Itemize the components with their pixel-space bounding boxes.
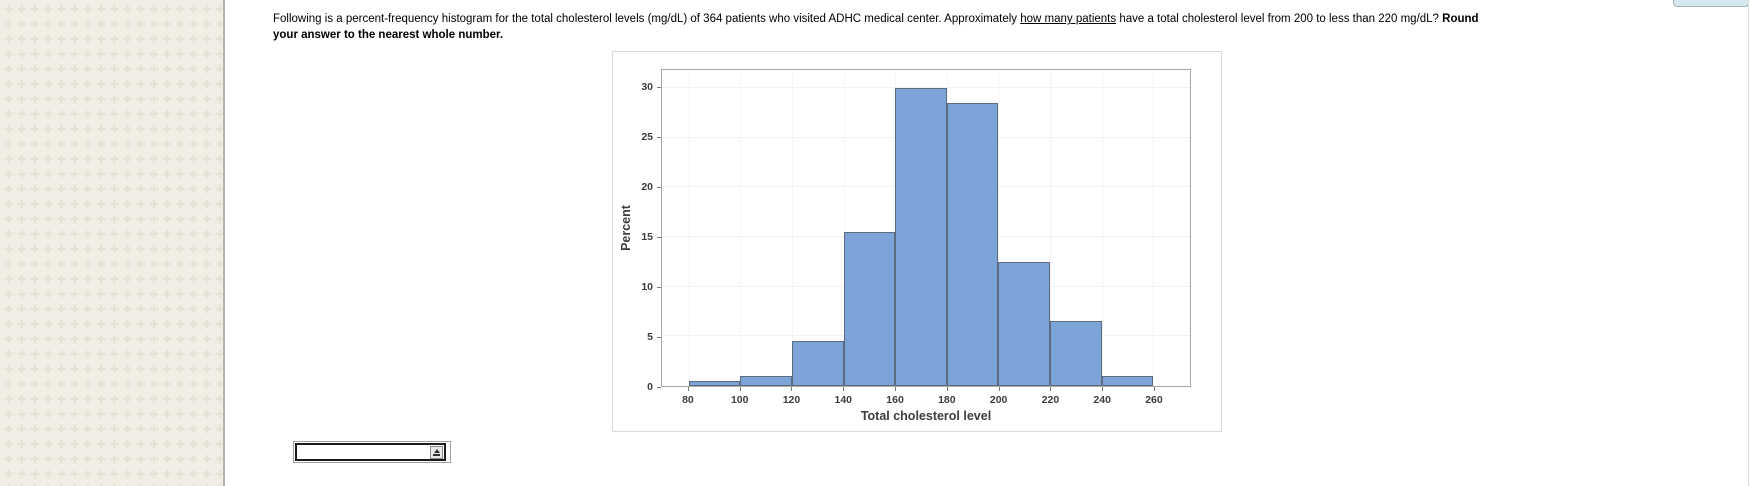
gridline-x xyxy=(1153,70,1155,386)
question-bold: Round your answer to the nearest whole n… xyxy=(273,13,1479,41)
histogram-bar xyxy=(946,102,999,386)
y-axis-title: Percent xyxy=(618,205,633,251)
x-tick-mark xyxy=(946,387,948,391)
gridline-y xyxy=(662,86,1190,88)
preview-button[interactable] xyxy=(430,445,443,459)
gridline-x xyxy=(843,70,845,386)
up-arrow-base xyxy=(433,453,440,456)
question-text: Following is a percent-frequency histogr… xyxy=(273,12,1503,43)
histogram-card: Percent Total cholesterol level 0 5 10 15 20… xyxy=(612,51,1222,432)
answer-box xyxy=(295,443,446,461)
plot-area xyxy=(661,69,1191,387)
histogram-bar xyxy=(792,341,844,386)
x-tick-label: 260 xyxy=(1145,394,1163,406)
up-arrow-icon xyxy=(433,448,440,453)
gridline-x xyxy=(740,70,742,386)
plus-pattern-background: ✚✚✚✚✚✚✚✚✚✚✚✚✚✚✚✚✚✚ ✚✚✚✚✚✚✚✚✚✚✚✚✚✚✚✚✚✚ ✚✚… xyxy=(4,3,225,486)
y-tick-mark xyxy=(657,137,661,138)
histogram-bar xyxy=(740,376,792,386)
x-tick-label: 160 xyxy=(886,394,904,406)
gridline-x xyxy=(688,70,690,386)
x-tick-mark xyxy=(998,387,1000,391)
right-edge-divider xyxy=(1748,0,1749,486)
x-tick-mark xyxy=(791,387,793,391)
y-tick-label: 25 xyxy=(641,131,653,143)
gridline-x xyxy=(998,70,1000,386)
plot: Percent Total cholesterol level 0 5 10 15 20… xyxy=(619,69,1191,423)
answer-input[interactable] xyxy=(297,445,430,459)
y-tick-mark xyxy=(657,187,661,188)
x-tick-label: 240 xyxy=(1093,394,1111,406)
y-tick-mark xyxy=(657,336,661,338)
question-part2: have a total cholesterol level from 200 … xyxy=(1116,13,1443,25)
question-underlined: how many patients xyxy=(1020,13,1117,25)
x-tick-label: 200 xyxy=(989,394,1008,406)
histogram-bar xyxy=(843,231,896,386)
x-tick-mark xyxy=(843,387,845,391)
gridline-x xyxy=(1101,70,1103,386)
histogram-bar xyxy=(1049,321,1102,386)
histogram-bar xyxy=(1101,376,1154,386)
y-tick-mark xyxy=(657,237,661,238)
top-right-partial-tab[interactable] xyxy=(1673,0,1749,7)
y-tick-label: 20 xyxy=(641,181,653,193)
x-axis-title: Total cholesterol level xyxy=(860,409,992,423)
x-tick-label: 120 xyxy=(782,394,801,406)
y-tick-label: 30 xyxy=(641,81,653,93)
histogram-bar xyxy=(998,261,1050,386)
y-tick-mark xyxy=(657,387,661,388)
x-tick-mark xyxy=(895,387,897,391)
y-tick-mark xyxy=(657,287,661,288)
histogram-bar xyxy=(688,381,741,386)
answer-field xyxy=(293,441,451,463)
x-tick-label: 220 xyxy=(1041,394,1060,406)
y-tick-label: 0 xyxy=(647,381,653,393)
x-tick-mark xyxy=(739,387,741,391)
gridline-x xyxy=(792,70,793,386)
x-tick-label: 140 xyxy=(834,394,853,406)
y-tick-label: 5 xyxy=(647,330,653,343)
x-tick-mark xyxy=(1050,387,1052,391)
y-tick-label: 15 xyxy=(641,231,653,243)
y-tick-mark xyxy=(657,87,661,88)
x-tick-mark xyxy=(1153,387,1155,391)
gridline-x xyxy=(1049,70,1051,386)
x-tick-label: 80 xyxy=(682,394,694,406)
decorative-sidebar: ✚✚✚✚✚✚✚✚✚✚✚✚✚✚✚✚✚✚ ✚✚✚✚✚✚✚✚✚✚✚✚✚✚✚✚✚✚ ✚✚… xyxy=(0,0,225,486)
x-tick-label: 100 xyxy=(730,394,749,406)
y-tick-label: 10 xyxy=(641,281,653,293)
question-part1: Following is a percent-frequency histogr… xyxy=(273,13,1021,25)
histogram-bar xyxy=(895,87,947,386)
x-tick-mark xyxy=(1102,387,1104,391)
x-tick-mark xyxy=(687,387,689,391)
x-tick-label: 180 xyxy=(938,394,956,406)
